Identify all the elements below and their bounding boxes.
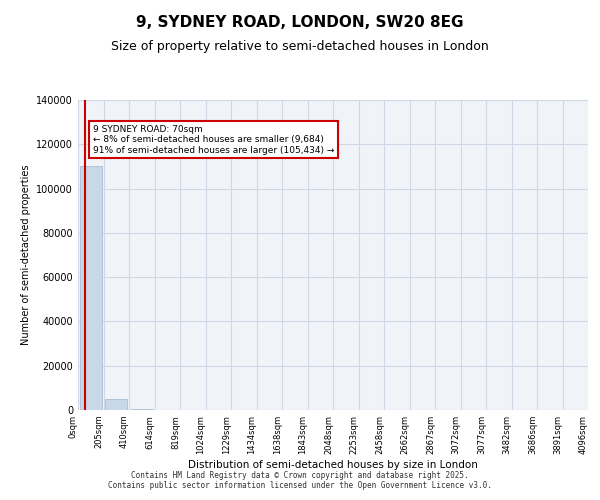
Bar — [80, 166, 101, 410]
Text: 9 SYDNEY ROAD: 70sqm
← 8% of semi-detached houses are smaller (9,684)
91% of sem: 9 SYDNEY ROAD: 70sqm ← 8% of semi-detach… — [93, 125, 334, 154]
Bar — [131, 409, 152, 410]
Y-axis label: Number of semi-detached properties: Number of semi-detached properties — [21, 165, 31, 345]
Text: Contains HM Land Registry data © Crown copyright and database right 2025.
Contai: Contains HM Land Registry data © Crown c… — [108, 470, 492, 490]
Text: Size of property relative to semi-detached houses in London: Size of property relative to semi-detach… — [111, 40, 489, 53]
Text: 9, SYDNEY ROAD, LONDON, SW20 8EG: 9, SYDNEY ROAD, LONDON, SW20 8EG — [136, 15, 464, 30]
Bar — [106, 399, 127, 410]
X-axis label: Distribution of semi-detached houses by size in London: Distribution of semi-detached houses by … — [188, 460, 478, 470]
